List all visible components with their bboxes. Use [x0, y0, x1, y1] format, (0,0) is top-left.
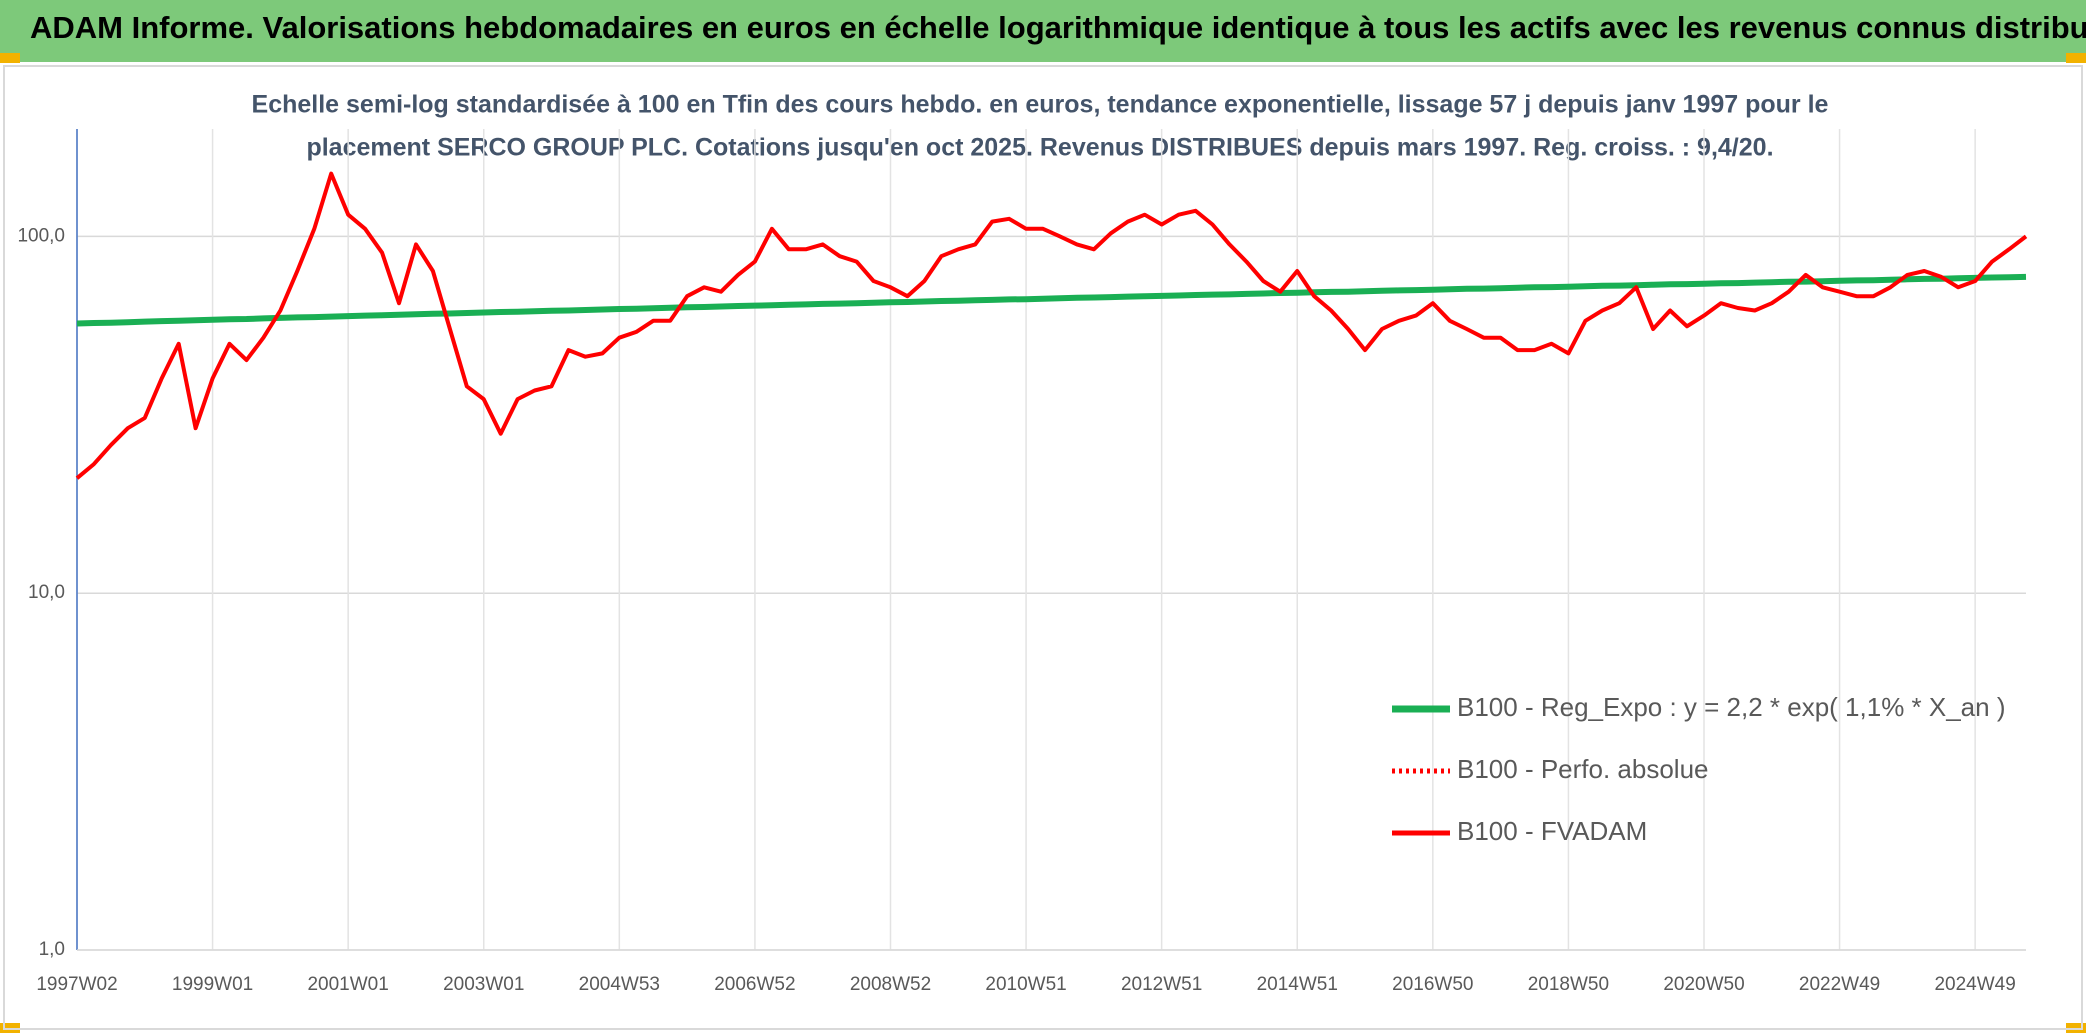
x-tick-label: 1997W02	[36, 974, 117, 995]
x-tick-label: 2016W50	[1392, 974, 1473, 995]
x-tick-label: 2001W01	[307, 974, 388, 995]
header-band	[0, 0, 2086, 62]
y-tick-label: 10,0	[28, 582, 65, 603]
legend-label: B100 - Perfo. absolue	[1457, 754, 1709, 784]
y-tick-label: 100,0	[17, 225, 65, 246]
corner-mark	[0, 53, 20, 63]
chart-subtitle: Echelle semi-log standardisée à 100 en T…	[252, 91, 1829, 119]
grid: 1,0 10,0 100,0 1997W02 1999W01 2001W01 2003W01…	[17, 129, 2026, 995]
x-tick-label: 2020W50	[1663, 974, 1744, 995]
x-tick-label: 2014W51	[1257, 974, 1338, 995]
x-tick-label: 2024W49	[1934, 974, 2015, 995]
plot	[75, 171, 2028, 480]
x-tick-label: 2006W52	[714, 974, 795, 995]
x-tick-label: 2018W50	[1528, 974, 1609, 995]
x-tick-label: 1999W01	[172, 974, 253, 995]
chart-title: ADAM Informe. Valorisations hebdomadaire…	[30, 10, 2086, 45]
legend-label: B100 - FVADAM	[1457, 816, 1647, 846]
data-line	[76, 273, 2027, 327]
legend: B100 - Reg_Expo : y = 2,2 * exp( 1,1% * …	[1392, 692, 2006, 846]
x-tick-label: 2003W01	[443, 974, 524, 995]
x-tick-label: 2010W51	[985, 974, 1066, 995]
chart-subtitle: placement SERCO GROUP PLC. Cotations jus…	[306, 134, 1773, 162]
data-line	[75, 171, 2028, 480]
panel-frame	[3, 65, 2083, 1030]
x-tick-label: 2012W51	[1121, 974, 1202, 995]
legend-label: B100 - Reg_Expo : y = 2,2 * exp( 1,1% * …	[1457, 692, 2006, 722]
y-tick-label: 1,0	[39, 939, 65, 960]
corner-mark	[2066, 53, 2086, 63]
x-tick-label: 2004W53	[579, 974, 660, 995]
x-tick-label: 2022W49	[1799, 974, 1880, 995]
x-tick-label: 2008W52	[850, 974, 931, 995]
